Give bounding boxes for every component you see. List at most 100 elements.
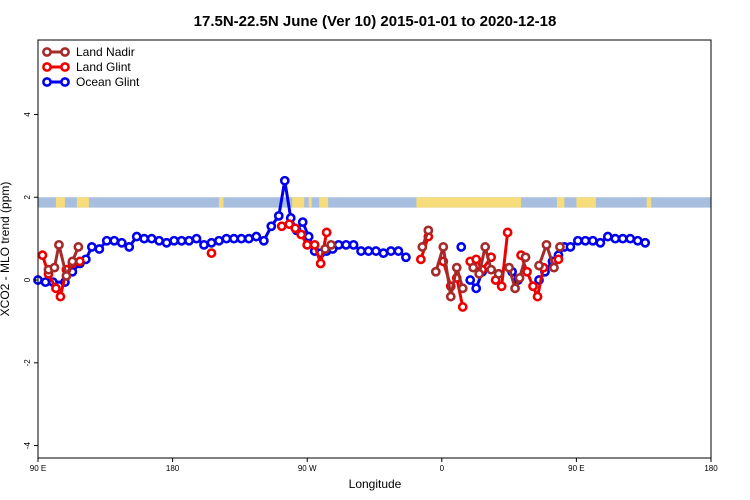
ocean-glint-point: [94, 244, 105, 254]
land-nadir-point: [67, 256, 78, 267]
x-tick-label: 90 E: [30, 464, 46, 473]
land-glint-point: [55, 291, 66, 302]
x-tick-label: 180: [166, 464, 180, 473]
land-nadir-point: [49, 262, 60, 273]
ocean-glint-point: [363, 246, 374, 256]
land-nadir-point: [423, 225, 434, 236]
land-nadir-point: [457, 283, 468, 294]
legend-item-ocean-glint: Ocean Glint: [42, 75, 140, 89]
ocean-glint-point: [348, 239, 359, 250]
ocean-glint-point: [199, 239, 209, 250]
land-nadir-point: [510, 283, 520, 294]
ocean-glint-point: [279, 175, 290, 186]
ocean-glint-point: [371, 246, 381, 256]
y-tick-label: 4: [23, 112, 32, 117]
land-glint-point: [290, 223, 301, 234]
ocean-glint-point: [214, 235, 224, 246]
legend-item-land-glint: Land Glint: [42, 60, 131, 74]
land-band-segment: [292, 197, 305, 208]
land-band-segment: [218, 197, 224, 208]
ocean-glint-point: [251, 231, 262, 242]
ocean-glint-point: [146, 233, 157, 244]
ocean-glint-point: [139, 233, 150, 244]
land-glint-point: [296, 229, 307, 240]
ocean-glint-point: [617, 233, 628, 244]
land-glint-point: [532, 291, 543, 302]
land-nadir-point: [417, 242, 428, 252]
ocean-glint-point: [266, 221, 277, 232]
land-glint-point: [471, 254, 482, 265]
ocean-glint-point: [169, 235, 179, 246]
ocean-glint-point: [124, 242, 135, 252]
land-glint-point: [502, 227, 513, 238]
ocean-glint-point: [465, 275, 476, 285]
ocean-glint-point: [471, 283, 482, 294]
ocean-glint-point: [154, 235, 165, 246]
legend-swatch-point: [60, 47, 70, 57]
land-band-segment: [556, 197, 565, 208]
legend-swatch-point: [60, 77, 70, 87]
series-land-nadir: [43, 225, 565, 302]
ocean-glint-point: [610, 233, 621, 244]
ocean-glint-point: [229, 233, 239, 244]
ocean-glint-point: [297, 217, 308, 227]
land-glint-point: [553, 254, 564, 265]
chart-title: 17.5N-22.5N June (Ver 10) 2015-01-01 to …: [194, 13, 557, 30]
land-nadir-point: [438, 242, 449, 252]
land-nadir-point: [549, 262, 559, 273]
ocean-glint-point: [86, 242, 97, 252]
ocean-glint-point: [236, 233, 247, 244]
land-nadir-point: [555, 242, 565, 252]
land-nadir-point: [326, 239, 337, 250]
land-glint-point: [302, 239, 313, 250]
legend-swatch-point: [42, 62, 52, 72]
legend-swatch-point: [60, 62, 70, 72]
ocean-glint-point: [206, 237, 217, 248]
ocean-glint-point: [640, 237, 651, 248]
y-axis: -4 -2 0 2 4: [23, 112, 38, 449]
land-nadir-point: [445, 291, 456, 302]
land-nadir-point: [474, 268, 485, 279]
ocean-band: [38, 197, 711, 208]
legend-label: Land Glint: [76, 60, 131, 74]
ocean-glint-point: [184, 235, 194, 246]
land-glint-point: [321, 227, 332, 238]
x-tick-label: 0: [440, 464, 445, 473]
land-nadir-point: [504, 262, 514, 273]
land-nadir-point: [480, 242, 491, 252]
legend-label: Land Nadir: [76, 45, 135, 59]
land-glint-point: [457, 302, 468, 312]
land-nadir-point: [73, 242, 84, 252]
ocean-glint-point: [333, 239, 344, 250]
x-tick-label: 180: [704, 464, 718, 473]
ocean-glint-point: [456, 242, 467, 252]
ocean-glint-point: [176, 235, 187, 246]
land-band-segment: [308, 197, 312, 208]
land-band-segment: [319, 197, 329, 208]
ocean-glint-point: [565, 242, 576, 252]
x-tick-label: 90 W: [298, 464, 317, 473]
ocean-glint-point: [258, 235, 269, 246]
y-tick-label: 2: [23, 194, 32, 199]
land-band-segment: [576, 197, 596, 208]
land-nadir-point: [514, 273, 525, 283]
land-glint-point: [528, 281, 538, 292]
plot-frame: [37, 39, 712, 459]
y-tick-label: -2: [23, 359, 32, 367]
land-ocean-band: [38, 197, 711, 208]
legend-item-land-nadir: Land Nadir: [42, 45, 135, 59]
land-glint-point: [415, 254, 426, 265]
land-glint-point: [206, 248, 217, 259]
ocean-glint-point: [401, 252, 411, 263]
legend-label: Ocean Glint: [76, 75, 140, 89]
ocean-glint-point: [303, 231, 314, 242]
land-nadir-line: [507, 256, 527, 290]
land-glint-point: [37, 250, 48, 261]
ocean-glint-point: [602, 231, 613, 242]
land-nadir-point: [541, 239, 552, 250]
land-nadir-point: [468, 262, 479, 273]
land-glint-point: [74, 256, 85, 267]
legend-swatch-point: [42, 47, 52, 57]
legend-swatch-point: [42, 77, 52, 87]
land-glint-point: [496, 281, 507, 292]
